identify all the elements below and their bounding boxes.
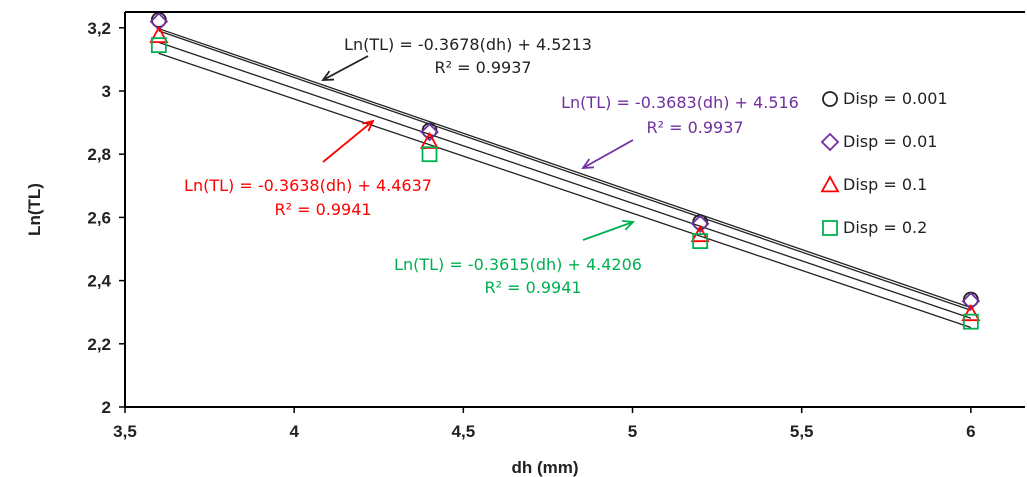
legend-label-1: Disp = 0.001 bbox=[843, 89, 948, 108]
y-axis-title: Ln(TL) bbox=[25, 183, 44, 236]
data-point-series-3 bbox=[149, 25, 169, 43]
x-tick-label: 5,5 bbox=[790, 422, 814, 441]
y-tick-label: 2,8 bbox=[87, 145, 111, 164]
equation-label-4: Ln(TL) = -0.3615(dh) + 4.4206 bbox=[394, 255, 642, 274]
equation-label-1: Ln(TL) = -0.3678(dh) + 4.5213 bbox=[344, 35, 592, 54]
data-point-series-3 bbox=[961, 303, 981, 322]
y-tick-label: 3,2 bbox=[87, 19, 111, 38]
data-point-series-4 bbox=[692, 233, 709, 250]
data-point-series-4 bbox=[962, 313, 979, 330]
trendline-4 bbox=[158, 52, 972, 329]
r2-label-4: R² = 0.9941 bbox=[484, 278, 581, 297]
r2-label-1: R² = 0.9937 bbox=[434, 58, 531, 77]
legend-label-3: Disp = 0.1 bbox=[843, 175, 927, 194]
annotation-arrowhead-1 bbox=[321, 70, 335, 81]
trendline-1 bbox=[158, 28, 972, 309]
y-tick-label: 2,4 bbox=[87, 272, 111, 291]
x-tick-label: 4 bbox=[289, 422, 299, 441]
data-markers bbox=[149, 11, 981, 330]
equation-label-2: Ln(TL) = -0.3683(dh) + 4.516 bbox=[561, 93, 799, 112]
data-point-series-2 bbox=[690, 214, 710, 233]
data-point-series-4 bbox=[150, 37, 167, 54]
axes: 2 2,2 2,4 2,6 2,8 3 3,2 3,5 4 4,5 5 5,5 6 bbox=[87, 11, 1025, 441]
r2-label-2: R² = 0.9937 bbox=[646, 118, 743, 137]
annotation-arrowhead-3 bbox=[362, 119, 375, 132]
y-tick-label: 2 bbox=[102, 398, 111, 417]
legend-marker-2 bbox=[820, 132, 840, 152]
trendline-3 bbox=[158, 41, 972, 319]
x-tick-label: 3,5 bbox=[113, 422, 137, 441]
legend-label-2: Disp = 0.01 bbox=[843, 132, 937, 151]
annotation-arrow-3 bbox=[322, 120, 374, 163]
legend-label-4: Disp = 0.2 bbox=[843, 218, 927, 237]
y-tick-label: 3 bbox=[102, 82, 111, 101]
annotation-arrow-2 bbox=[582, 139, 634, 169]
legend-marker-1 bbox=[822, 91, 838, 107]
trendline-2 bbox=[158, 30, 972, 311]
x-tick-label: 4,5 bbox=[452, 422, 476, 441]
equation-label-3: Ln(TL) = -0.3638(dh) + 4.4637 bbox=[184, 176, 432, 195]
trendlines bbox=[158, 28, 972, 329]
legend: Disp = 0.001 Disp = 0.01 Disp = 0.1 Disp = … bbox=[820, 89, 948, 237]
data-point-series-4 bbox=[421, 146, 438, 163]
x-tick-label: 5 bbox=[628, 422, 637, 441]
annotation-arrow-4 bbox=[582, 221, 634, 241]
x-tick-label: 6 bbox=[966, 422, 975, 441]
x-axis-title: dh (mm) bbox=[511, 458, 578, 477]
r2-label-3: R² = 0.9941 bbox=[274, 200, 371, 219]
legend-marker-3 bbox=[820, 175, 840, 193]
annotation-arrow-1 bbox=[322, 55, 369, 81]
y-tick-label: 2,2 bbox=[87, 335, 111, 354]
annotation-arrowhead-2 bbox=[581, 158, 595, 170]
data-point-series-2 bbox=[961, 291, 981, 311]
y-tick-label: 2,6 bbox=[87, 208, 111, 227]
equation-annotations: Ln(TL) = -0.3678(dh) + 4.5213 R² = 0.9937… bbox=[184, 35, 799, 297]
data-point-series-2 bbox=[420, 122, 439, 142]
annotation-arrowhead-4 bbox=[621, 219, 635, 231]
legend-marker-4 bbox=[822, 220, 838, 236]
